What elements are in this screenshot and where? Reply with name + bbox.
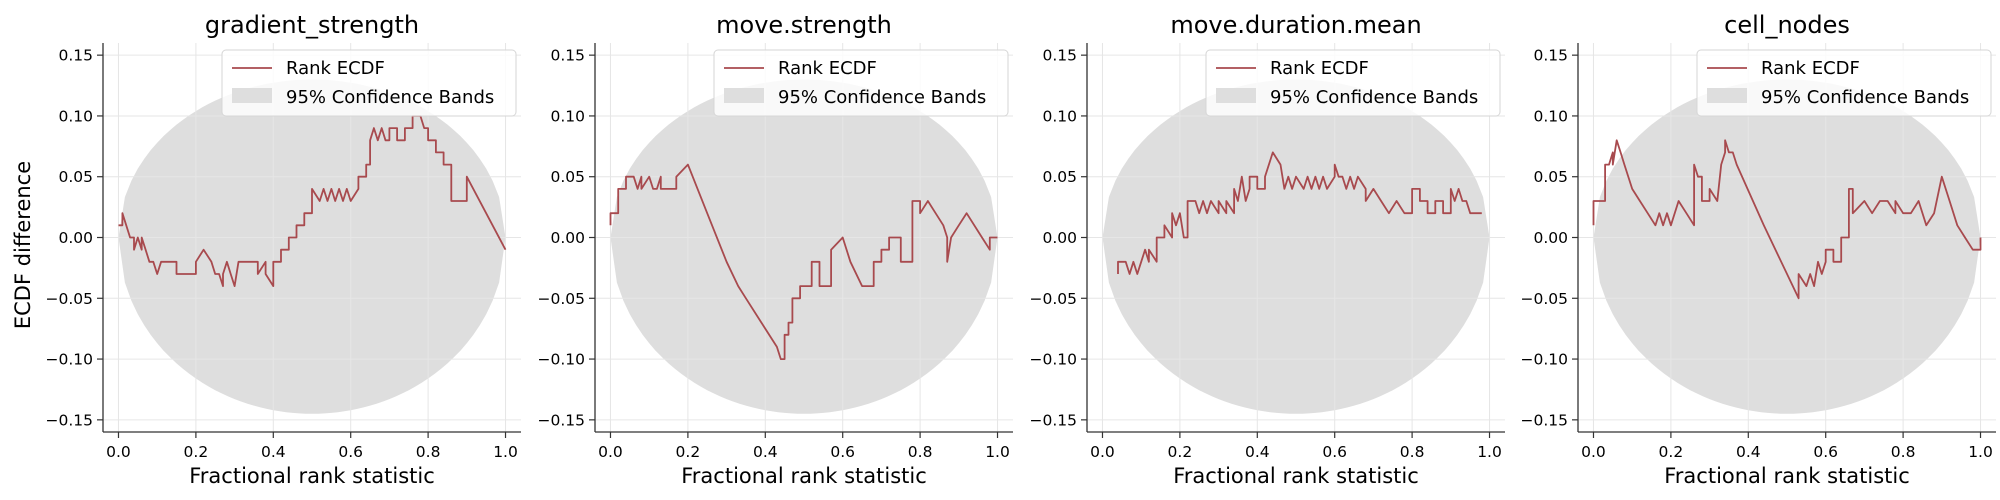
x-tick-label: 0.4 [1245,443,1270,461]
x-tick-label: 0.6 [1322,443,1347,461]
x-tick-label: 0.6 [338,443,363,461]
x-tick-label: 0.0 [106,443,131,461]
panel-title: cell_nodes [1724,11,1850,39]
y-tick-label: 0.10 [58,107,93,125]
y-tick-label: 0.05 [1533,168,1568,186]
legend-label-rank-ecdf: Rank ECDF [1270,58,1369,79]
y-tick-label: −0.10 [46,351,94,369]
y-tick-label: −0.15 [538,411,586,429]
y-tick-label: 0.05 [550,168,585,186]
panel-1: 0.0 0.2 0.4 0.6 0.8 1.0 0.15 0.10 0.05 0.00 −0.05 −… [46,11,521,488]
y-tick-label: −0.15 [1521,411,1569,429]
y-tick-label: −0.10 [1521,351,1569,369]
y-tick-label: 0.05 [1042,168,1077,186]
x-tick-label: 1.0 [1968,443,1993,461]
x-tick-label: 0.4 [261,443,286,461]
panel-4: 0.0 0.2 0.4 0.6 0.8 1.0 0.15 0.10 0.05 0.00 −0.05 −… [1521,11,1996,488]
legend-label-rank-ecdf: Rank ECDF [1761,58,1860,79]
y-tick-label: −0.10 [538,351,586,369]
y-tick-label: 0.10 [1533,107,1568,125]
legend-label-confidence-bands: 95% Confidence Bands [778,87,986,108]
y-tick-label: 0.00 [1533,229,1568,247]
x-tick-label: 0.0 [598,443,623,461]
y-tick-label: 0.00 [1042,229,1077,247]
y-tick-label: −0.05 [1030,290,1078,308]
legend: Rank ECDF 95% Confidence Bands [1696,49,1992,117]
x-tick-label: 0.2 [1659,443,1684,461]
panel-title: gradient_strength [205,11,419,39]
panel-3: 0.0 0.2 0.4 0.6 0.8 1.0 0.15 0.10 0.05 0.00 −0.05 −… [1030,11,1505,488]
x-tick-label: 0.6 [830,443,855,461]
y-tick-label: 0.15 [550,47,585,65]
x-axis-label: Fractional rank statistic [1664,464,1910,488]
rank-ecdf-line [609,163,998,360]
x-tick-label: 0.0 [1090,443,1115,461]
y-tick-label: −0.15 [1030,411,1078,429]
x-tick-label: 0.6 [1813,443,1838,461]
panel-2: 0.0 0.2 0.4 0.6 0.8 1.0 0.15 0.10 0.05 0.00 −0.05 −… [538,11,1013,488]
y-axis-label: ECDF difference [11,161,35,329]
y-tick-label: 0.00 [58,229,93,247]
legend-band-swatch [1707,88,1747,103]
legend-label-confidence-bands: 95% Confidence Bands [1270,87,1478,108]
legend-frame [1205,49,1501,117]
legend-label-confidence-bands: 95% Confidence Bands [1761,87,1969,108]
legend-band-swatch [724,88,764,103]
y-tick-label: −0.05 [46,290,94,308]
x-tick-label: 0.0 [1581,443,1606,461]
panel-title: move.duration.mean [1170,11,1421,39]
x-tick-label: 0.2 [676,443,701,461]
y-tick-label: 0.05 [58,168,93,186]
legend: Rank ECDF 95% Confidence Bands [713,49,1009,117]
legend: Rank ECDF 95% Confidence Bands [221,49,517,117]
y-tick-label: −0.15 [46,411,94,429]
legend: Rank ECDF 95% Confidence Bands [1205,49,1501,117]
rank-ecdf-line [1592,139,1982,300]
y-tick-label: 0.15 [58,47,93,65]
x-tick-label: 0.8 [416,443,441,461]
x-axis-label: Fractional rank statistic [189,464,435,488]
x-tick-label: 0.8 [1891,443,1916,461]
x-tick-label: 1.0 [985,443,1010,461]
confidence-band [1102,79,1490,414]
x-tick-label: 1.0 [1477,443,1502,461]
legend-label-rank-ecdf: Rank ECDF [286,58,385,79]
panel-title: move.strength [716,11,892,39]
confidence-band [610,79,998,414]
x-tick-label: 0.8 [908,443,933,461]
rank-ecdf-line [1117,151,1482,275]
legend-frame [713,49,1009,117]
y-tick-label: 0.15 [1533,47,1568,65]
y-tick-label: 0.10 [550,107,585,125]
confidence-band [1593,79,1981,414]
y-tick-label: −0.10 [1030,351,1078,369]
legend-band-swatch [232,88,272,103]
y-tick-label: −0.05 [538,290,586,308]
legend-frame [1696,49,1992,117]
legend-band-swatch [1216,88,1256,103]
legend-label-confidence-bands: 95% Confidence Bands [286,87,494,108]
legend-label-rank-ecdf: Rank ECDF [778,58,877,79]
legend-frame [221,49,517,117]
rank-ecdf-line [118,115,507,287]
y-tick-label: 0.10 [1042,107,1077,125]
x-axis-label: Fractional rank statistic [1173,464,1419,488]
x-tick-label: 0.2 [184,443,209,461]
x-tick-label: 0.4 [753,443,778,461]
x-tick-label: 1.0 [493,443,518,461]
x-tick-label: 0.4 [1736,443,1761,461]
x-axis-label: Fractional rank statistic [681,464,927,488]
x-tick-label: 0.8 [1400,443,1425,461]
x-tick-label: 0.2 [1168,443,1193,461]
y-tick-label: 0.00 [550,229,585,247]
confidence-band [118,79,506,414]
y-tick-label: −0.05 [1521,290,1569,308]
y-tick-label: 0.15 [1042,47,1077,65]
